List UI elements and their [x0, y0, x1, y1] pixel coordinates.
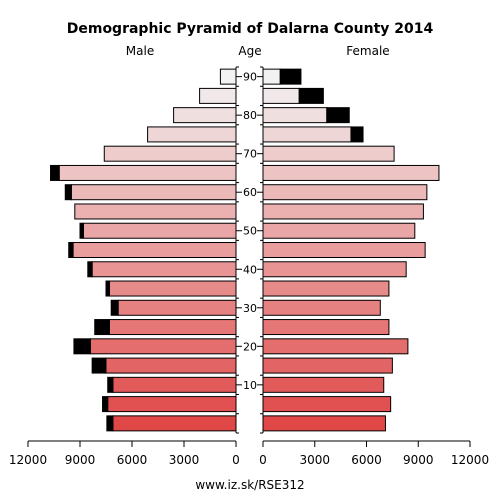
- female-bar-90+: [262, 68, 281, 85]
- male-excess-bar-45-49: [68, 242, 74, 258]
- female-bar-45-49: [262, 242, 426, 258]
- age-tick-label: 10: [243, 379, 257, 392]
- female-bar-30-34: [262, 299, 381, 316]
- male-bar-35-39: [108, 280, 237, 297]
- male-bar-55-59: [74, 203, 237, 220]
- male-excess-bar-35-39: [105, 280, 110, 297]
- male-bar-70-74: [103, 145, 237, 162]
- male-excess-bar-15-19: [91, 357, 107, 374]
- male-excess-bar-30-34: [110, 299, 119, 316]
- male-excess-bar-5-9: [102, 396, 109, 413]
- age-label: Age: [238, 44, 261, 58]
- male-bar-80-84: [173, 107, 237, 124]
- chart-title: Demographic Pyramid of Dalarna County 20…: [67, 21, 434, 37]
- female-bar-35-39: [262, 280, 390, 297]
- female-bar-50-54: [262, 222, 416, 239]
- female-bar-65-69: [262, 164, 440, 181]
- male-excess-bar-65-69: [50, 164, 60, 181]
- male-bar-20-24: [89, 338, 237, 355]
- male-bar-40-44: [91, 261, 237, 278]
- male-bar-10-14: [112, 376, 237, 393]
- age-tick-label: 90: [243, 71, 257, 84]
- female-bar-85-89: [262, 87, 300, 104]
- male-x-tick-label: 9000: [65, 453, 96, 467]
- male-bar-90+: [219, 68, 237, 85]
- female-x-tick-label: 6000: [351, 453, 382, 467]
- male-excess-bar-25-29: [94, 319, 110, 336]
- male-x-tick-label: 6000: [117, 453, 148, 467]
- male-excess-bar-50-54: [79, 222, 84, 239]
- male-bar-0-4: [112, 415, 237, 432]
- male-x-tick-label: 0: [232, 453, 240, 467]
- source-label: www.iz.sk/RSE312: [195, 478, 304, 492]
- axes-layer: 10 20 30 40 50 60 70 80 90 12000 9000 6000 3000 0 0 300…: [9, 66, 489, 467]
- female-x-tick-label: 0: [259, 453, 267, 467]
- male-bar-85-89: [199, 87, 237, 104]
- male-bar-60-64: [70, 184, 237, 201]
- female-bar-80-84: [262, 107, 328, 124]
- male-bar-15-19: [105, 357, 237, 374]
- female-excess-bar-80-84: [326, 107, 350, 124]
- male-bar-65-69: [58, 164, 237, 181]
- age-tick-label: 50: [243, 225, 257, 238]
- male-x-tick-label: 3000: [169, 453, 200, 467]
- male-label: Male: [126, 44, 154, 58]
- male-bar-50-54: [82, 222, 237, 239]
- female-bar-75-79: [262, 126, 352, 143]
- female-excess-bar-90+: [279, 68, 302, 85]
- male-excess-bar-60-64: [64, 184, 72, 201]
- male-bar-30-34: [117, 299, 237, 316]
- age-tick-label: 20: [243, 340, 257, 353]
- female-excess-bar-85-89: [298, 87, 324, 104]
- female-bar-0-4: [262, 415, 386, 432]
- female-bar-20-24: [262, 338, 409, 355]
- female-x-tick-label: 12000: [451, 453, 489, 467]
- age-tick-label: 70: [243, 148, 257, 161]
- male-excess-bar-20-24: [73, 338, 91, 355]
- age-tick-label: 30: [243, 302, 257, 315]
- female-bar-10-14: [262, 376, 385, 393]
- male-bar-75-79: [147, 126, 237, 143]
- male-excess-bar-40-44: [87, 261, 93, 278]
- male-x-tick-label: 12000: [9, 453, 47, 467]
- age-tick-label: 60: [243, 186, 257, 199]
- female-label: Female: [346, 44, 389, 58]
- age-tick-label: 80: [243, 109, 257, 122]
- female-bar-55-59: [262, 203, 424, 220]
- male-excess-bar-10-14: [107, 376, 114, 393]
- female-x-tick-label: 3000: [299, 453, 330, 467]
- male-excess-bar-0-4: [106, 415, 114, 432]
- female-bar-70-74: [262, 145, 395, 162]
- female-bar-15-19: [262, 357, 393, 374]
- bars-layer: [50, 68, 440, 432]
- female-bar-40-44: [262, 261, 407, 278]
- female-bar-25-29: [262, 319, 390, 336]
- male-bar-45-49: [72, 242, 237, 258]
- age-tick-label: 40: [243, 263, 257, 276]
- male-bar-25-29: [108, 319, 237, 336]
- female-excess-bar-75-79: [350, 126, 364, 143]
- female-bar-5-9: [262, 396, 392, 413]
- female-bar-60-64: [262, 184, 428, 201]
- female-x-tick-label: 9000: [403, 453, 434, 467]
- male-bar-5-9: [107, 396, 237, 413]
